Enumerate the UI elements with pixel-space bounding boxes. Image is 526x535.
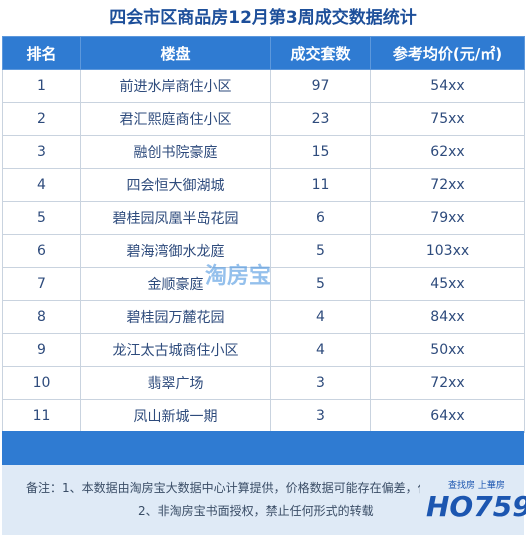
- table-cell: 君汇熙庭商住小区: [80, 102, 271, 136]
- table-cell: 4: [2, 168, 81, 202]
- table-cell: 11: [2, 399, 81, 433]
- table-cell: 龙江太古城商住小区: [80, 333, 271, 367]
- table-cell: 15: [270, 135, 371, 169]
- table-row: 7 金顺豪庭 5 45xx: [2, 267, 525, 301]
- table-cell: 79xx: [370, 201, 525, 235]
- table-cell: 3: [2, 135, 81, 169]
- table-row: 5 碧桂园凤凰半岛花园 6 79xx: [2, 201, 525, 235]
- note: 2、非淘房宝书面授权，禁止任何形式的转载: [138, 504, 374, 518]
- table-cell: 84xx: [370, 300, 525, 334]
- table-cell: 103xx: [370, 234, 525, 268]
- table-row: 11 凤山新城一期 3 64xx: [2, 399, 525, 433]
- table-cell: 5: [2, 201, 81, 235]
- table-cell: 6: [2, 234, 81, 268]
- table-cell: 5: [270, 267, 371, 301]
- table-cell: 75xx: [370, 102, 525, 136]
- header-row: 排名 楼盘 成交套数 参考均价(元/㎡): [2, 36, 525, 70]
- table-cell: 碧桂园万麓花园: [80, 300, 271, 334]
- table-cell: 45xx: [370, 267, 525, 301]
- column-header: 楼盘: [80, 36, 271, 70]
- logo-slogan: 查找房 上華房: [448, 481, 505, 491]
- table-cell: 9: [2, 333, 81, 367]
- table-cell: 7: [2, 267, 81, 301]
- table-cell: 54xx: [370, 69, 525, 103]
- column-header: 排名: [2, 36, 81, 70]
- table-cell: 4: [270, 333, 371, 367]
- table-cell: 融创书院豪庭: [80, 135, 271, 169]
- table-cell: 5: [270, 234, 371, 268]
- table-row: 9 龙江太古城商住小区 4 50xx: [2, 333, 525, 367]
- table-cell: 6: [270, 201, 371, 235]
- table-cell: 金顺豪庭: [80, 267, 271, 301]
- note: 备注：1、本数据由淘房宝大数据中心计算提供，价格数据可能存在偏差，仅供参考: [26, 481, 466, 495]
- table-cell: 前进水岸商住小区: [80, 69, 271, 103]
- table-body: 1 前进水岸商住小区 97 54xx 2 君汇熙庭商住小区 23 75xx 3 融创书院豪庭 15 6…: [2, 69, 525, 433]
- table-cell: 8: [2, 300, 81, 334]
- table-row: 10 翡翠广场 3 72xx: [2, 366, 525, 400]
- column-header: 成交套数: [270, 36, 371, 70]
- table-row: 1 前进水岸商住小区 97 54xx: [2, 69, 525, 103]
- table-cell: 翡翠广场: [80, 366, 271, 400]
- table-cell: 72xx: [370, 168, 525, 202]
- table-cell: 4: [270, 300, 371, 334]
- table-cell: 11: [270, 168, 371, 202]
- table-cell: 50xx: [370, 333, 525, 367]
- title: 四会市区商品房12月第3周成交数据统计: [109, 8, 417, 28]
- data-table: 排名 楼盘 成交套数 参考均价(元/㎡) 1 前进水岸商住小区 97 54xx 2 君汇熙庭商住…: [2, 36, 525, 433]
- footer-bar: [2, 431, 524, 465]
- table-cell: 碧桂园凤凰半岛花园: [80, 201, 271, 235]
- table-cell: 64xx: [370, 399, 525, 433]
- table-cell: 97: [270, 69, 371, 103]
- table-cell: 凤山新城一期: [80, 399, 271, 433]
- table-row: 6 碧海湾御水龙庭 5 103xx: [2, 234, 525, 268]
- table-cell: 10: [2, 366, 81, 400]
- table-cell: 3: [270, 366, 371, 400]
- table-row: 3 融创书院豪庭 15 62xx: [2, 135, 525, 169]
- table-row: 8 碧桂园万麓花园 4 84xx: [2, 300, 525, 334]
- watermark: 淘房宝: [205, 264, 272, 289]
- table-cell: 1: [2, 69, 81, 103]
- table-cell: 72xx: [370, 366, 525, 400]
- table-cell: 2: [2, 102, 81, 136]
- table-cell: 四会恒大御湖城: [80, 168, 271, 202]
- table-cell: 62xx: [370, 135, 525, 169]
- table-cell: 23: [270, 102, 371, 136]
- table-cell: 3: [270, 399, 371, 433]
- logo: 查找房 上華房 HO759: [420, 478, 526, 530]
- logo-brand: HO759: [426, 490, 526, 523]
- table-row: 2 君汇熙庭商住小区 23 75xx: [2, 102, 525, 136]
- table-row: 4 四会恒大御湖城 11 72xx: [2, 168, 525, 202]
- column-header: 参考均价(元/㎡): [370, 36, 525, 70]
